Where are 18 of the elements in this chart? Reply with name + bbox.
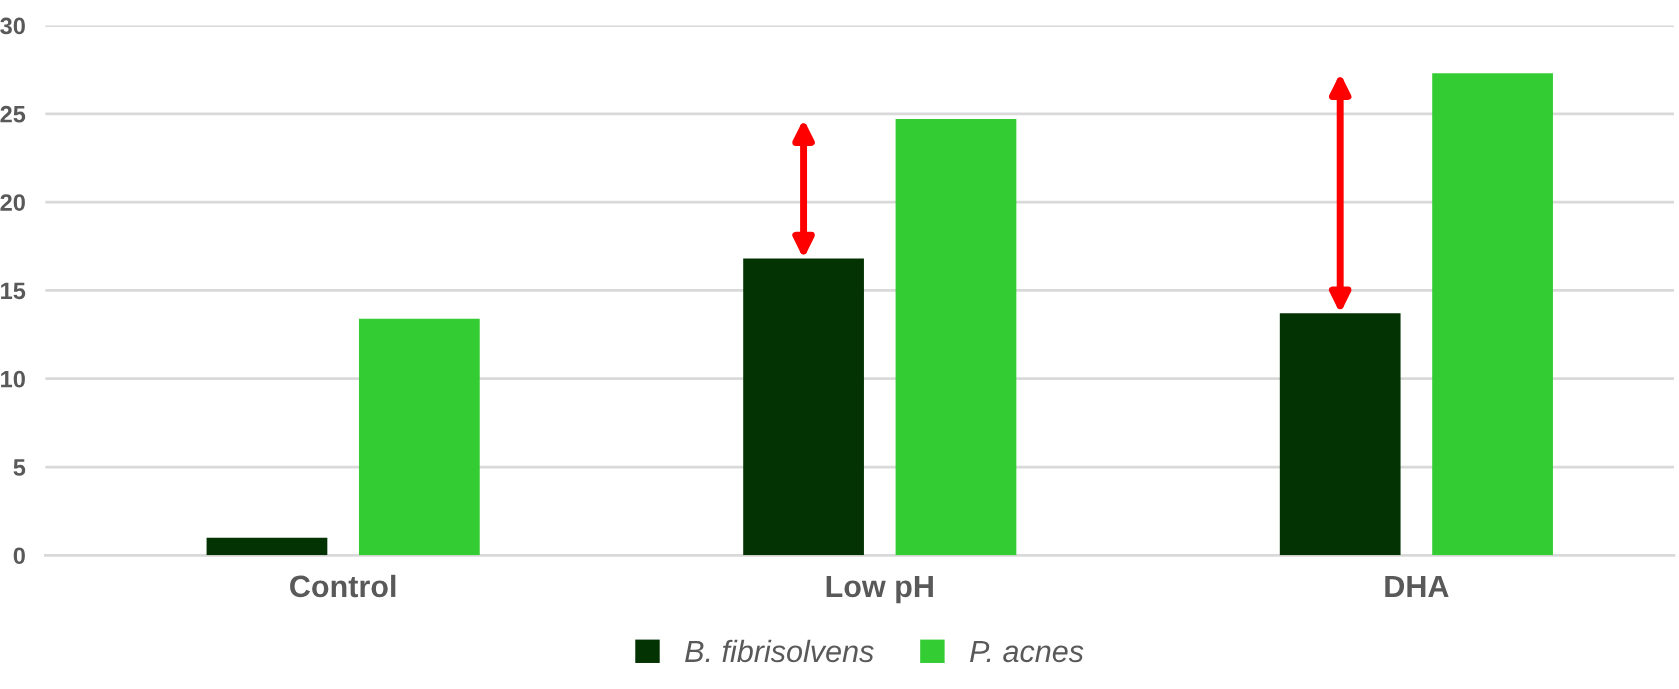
y-tick-label: 5 bbox=[13, 459, 26, 476]
bar bbox=[1432, 73, 1553, 556]
y-tick-label: 15 bbox=[1, 282, 26, 300]
bar bbox=[206, 537, 328, 556]
legend-label: B. fibrisolvens bbox=[685, 639, 874, 663]
bar bbox=[358, 318, 480, 556]
x-tick-label: DHA bbox=[1385, 575, 1449, 597]
bar bbox=[1279, 313, 1401, 556]
bar bbox=[743, 258, 864, 556]
bar bbox=[895, 119, 1017, 556]
y-tick-label: 0 bbox=[13, 547, 25, 565]
y-tick-label: 10 bbox=[1, 370, 25, 388]
x-tick-label: Low pH bbox=[826, 575, 933, 604]
y-tick-label: 25 bbox=[0, 105, 26, 123]
y-tick-label: 20 bbox=[0, 194, 25, 211]
y-tick-label: 30 bbox=[0, 17, 25, 35]
legend-label: P. acnes bbox=[970, 640, 1084, 663]
x-tick-label: Control bbox=[290, 574, 396, 598]
